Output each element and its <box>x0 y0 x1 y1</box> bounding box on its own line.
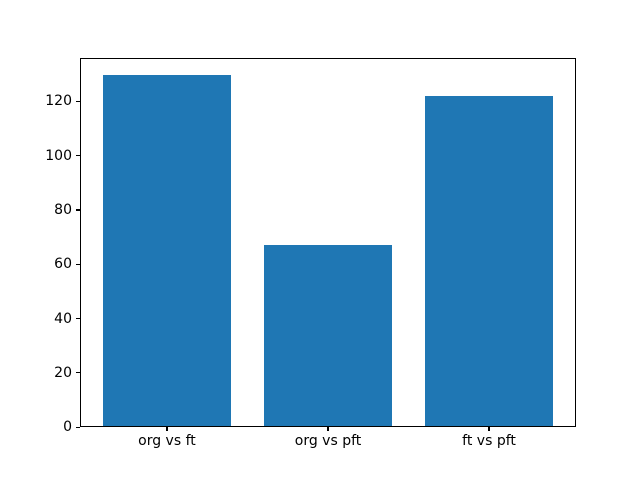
y-tick-mark <box>76 263 80 265</box>
x-tick-mark <box>327 427 329 432</box>
y-tick-mark <box>76 100 80 102</box>
x-tick-label: org vs pft <box>294 433 362 450</box>
y-tick-mark <box>76 155 80 157</box>
y-tick-label: 80 <box>54 201 72 218</box>
x-tick-mark <box>166 427 168 432</box>
y-tick-label: 100 <box>45 147 72 164</box>
y-tick-mark <box>76 426 80 428</box>
x-tick-label: ft vs pft <box>462 433 516 450</box>
y-tick-label: 0 <box>63 419 72 436</box>
bar-ft-vs-pft <box>424 96 554 428</box>
x-tick-mark <box>488 427 490 432</box>
y-tick-label: 20 <box>54 364 72 381</box>
y-tick-mark <box>76 209 80 211</box>
y-tick-label: 40 <box>54 310 72 327</box>
y-tick-mark <box>76 317 80 320</box>
bar-org-vs-pft <box>263 244 393 428</box>
bar-org-vs-ft <box>102 75 232 428</box>
y-tick-label: 120 <box>45 93 72 110</box>
x-tick-label: org vs ft <box>138 433 196 450</box>
y-tick-label: 60 <box>54 256 72 273</box>
y-tick-mark <box>76 372 80 374</box>
